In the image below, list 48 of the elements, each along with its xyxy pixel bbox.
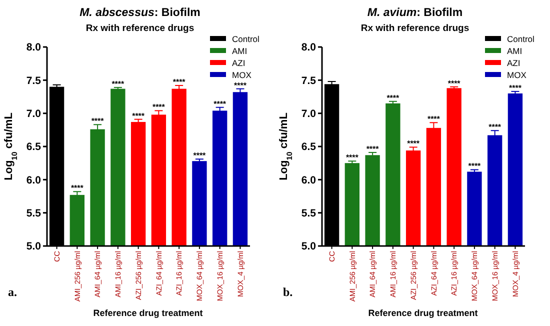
chart-subtitle: Rx with reference drugs: [86, 23, 194, 34]
x-axis-title: Reference drug treatment: [93, 308, 203, 318]
annotation: ****: [488, 122, 502, 132]
annotation: ****: [386, 93, 400, 102]
annotation: ****: [132, 111, 146, 120]
y-tick-label: 6.0: [26, 174, 42, 186]
y-tick-label: 7.5: [301, 74, 316, 87]
legend-label: Control: [232, 34, 260, 44]
y-tick-label: 5.0: [301, 240, 316, 253]
y-tick-label: 6.5: [26, 141, 42, 154]
legend-label: AZI: [507, 58, 520, 68]
x-axis-title: Reference drug treatment: [368, 308, 478, 318]
y-tick-label: 5.5: [26, 208, 42, 220]
legend-label: Control: [507, 34, 535, 44]
legend-label: AZI: [232, 58, 246, 68]
annotation: ****: [508, 83, 522, 92]
annotation: ****: [91, 116, 105, 126]
text: b.: [283, 285, 293, 299]
y-tick-label: 7.5: [26, 74, 42, 87]
annotation: ****: [407, 139, 420, 148]
chart-subtitle: Rx with reference drugs: [360, 23, 470, 34]
y-tick-label: 5.5: [301, 208, 316, 220]
y-tick-label: 7.0: [301, 108, 316, 120]
annotation: ****: [427, 114, 441, 124]
y-tick-label: 6.5: [301, 141, 316, 154]
y-tick-label: 5.0: [26, 240, 42, 253]
annotation: ****: [152, 102, 166, 112]
annotation: ****: [112, 79, 126, 88]
annotation: ****: [366, 144, 380, 154]
y-tick-label: 8.0: [301, 42, 316, 54]
y-tick-label: 6.0: [301, 174, 316, 186]
annotation: ****: [234, 80, 248, 90]
y-tick-label: 7.0: [26, 108, 42, 120]
annotation: ****: [70, 184, 84, 193]
y-tick-label: 8.0: [26, 42, 42, 54]
text: a.: [8, 285, 17, 299]
legend-label: AMI: [232, 46, 248, 56]
annotation: ****: [448, 78, 462, 88]
annotation: ****: [172, 77, 186, 86]
annotation: ****: [214, 99, 227, 108]
annotation: ****: [193, 151, 207, 160]
chart-title: M. avium: Biofilm: [367, 7, 463, 19]
chart-title: M. abscessus: Biofilm: [80, 7, 200, 19]
legend-label: MOX: [232, 70, 252, 80]
legend-label: AMI: [507, 46, 522, 56]
annotation: ****: [346, 153, 360, 162]
annotation: ****: [468, 162, 482, 171]
legend-label: MOX: [507, 70, 527, 80]
